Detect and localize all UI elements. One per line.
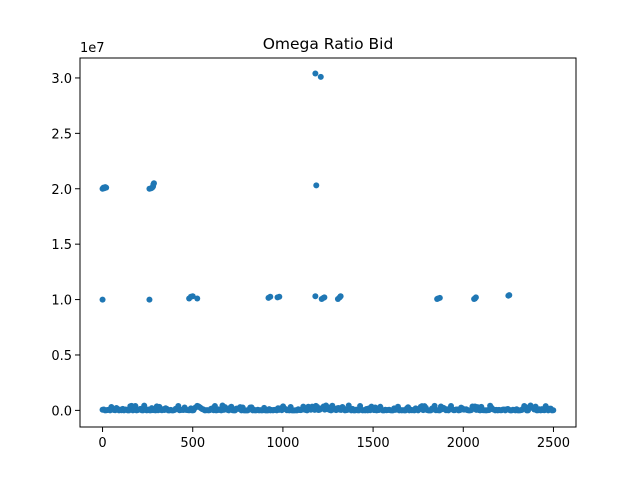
data-point — [313, 182, 320, 189]
data-point — [267, 293, 274, 300]
data-point — [312, 70, 319, 77]
y-tick-label: 1.5 — [51, 238, 72, 253]
data-point — [321, 294, 328, 301]
axes: 0 500 1000 1500 2000 2500 0.0 0.5 1.0 1.5 2.0 2.5 3.… — [51, 72, 570, 451]
data-point — [436, 294, 443, 301]
y-tick-label: 2.0 — [51, 183, 72, 198]
y-tick-label: 0.0 — [51, 404, 72, 419]
y-tick-label: 3.0 — [51, 72, 72, 87]
chart-title: Omega Ratio Bid — [263, 35, 394, 53]
data-point — [99, 296, 106, 303]
y-tick-label: 2.5 — [51, 127, 72, 142]
data-point — [312, 293, 319, 300]
y-offset-label: 1e7 — [80, 41, 105, 56]
data-point — [317, 73, 324, 80]
data-point — [506, 292, 513, 299]
data-point — [146, 296, 153, 303]
data-point — [150, 181, 157, 188]
y-tick-label: 1.0 — [51, 294, 72, 309]
x-tick-label: 2500 — [537, 436, 570, 451]
data-point — [194, 295, 201, 302]
baseline-point — [550, 407, 557, 414]
x-tick-label: 2000 — [447, 436, 480, 451]
data-point — [103, 184, 110, 191]
x-tick-label: 1500 — [357, 436, 390, 451]
data-point — [189, 293, 196, 300]
x-tick-label: 500 — [180, 436, 205, 451]
plot-area-frame — [79, 57, 577, 428]
x-tick-label: 1000 — [266, 436, 299, 451]
data-point — [276, 293, 283, 300]
x-tick-label: 0 — [98, 436, 106, 451]
data-point — [472, 294, 479, 301]
data-points — [99, 70, 557, 414]
data-point — [337, 293, 344, 300]
y-tick-label: 0.5 — [51, 349, 72, 364]
